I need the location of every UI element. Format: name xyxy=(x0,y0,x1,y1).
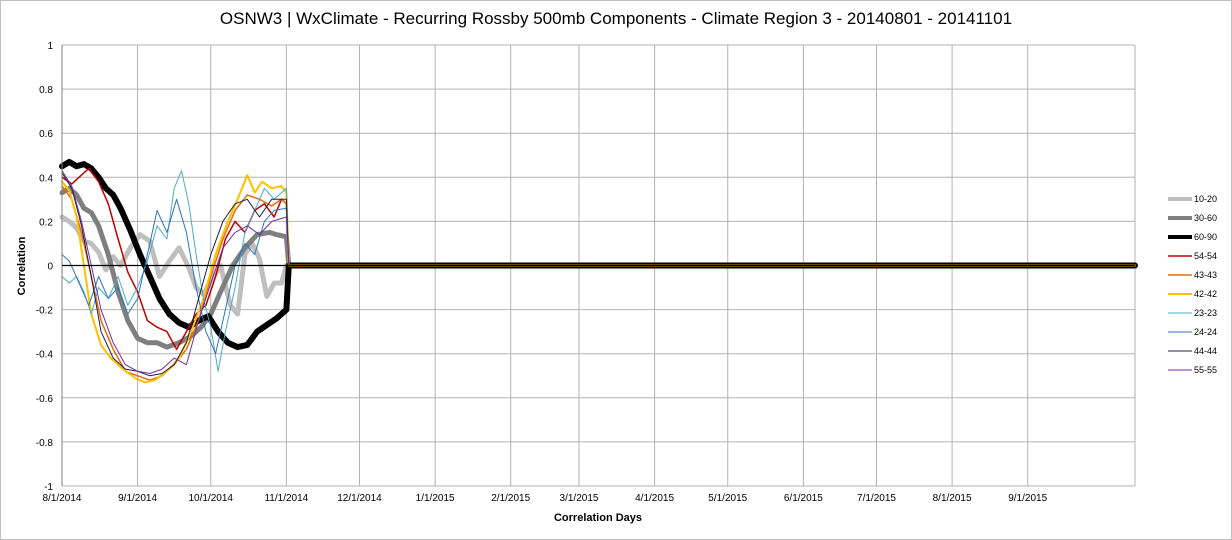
legend-label: 23-23 xyxy=(1194,308,1217,318)
axes: -1 -0.8 -0.6 -0.4 -0.2 0 0.2 0.4 0.6 0.8 1 8/1/2014… xyxy=(36,41,1135,504)
y-tick-label: 0.6 xyxy=(39,129,53,140)
legend-label: 42-42 xyxy=(1194,289,1217,299)
series-line-54-54 xyxy=(61,167,1136,351)
legend-label: 44-44 xyxy=(1194,346,1217,356)
legend-label: 24-24 xyxy=(1194,327,1217,337)
y-tick-label: -0.8 xyxy=(36,438,54,449)
chart-title: OSNW3 | WxClimate - Recurring Rossby 500… xyxy=(219,9,1013,28)
x-tick-label: 4/1/2015 xyxy=(635,493,674,504)
series-line-43-43 xyxy=(61,185,1136,381)
legend-label: 55-55 xyxy=(1194,365,1217,375)
y-tick-label: -0.2 xyxy=(36,306,54,317)
y-axis-label: Correlation xyxy=(16,236,28,295)
y-tick-label: -0.6 xyxy=(36,394,54,405)
series-lines xyxy=(59,158,1138,384)
x-tick-label: 12/1/2014 xyxy=(337,493,382,504)
series-line-30-60 xyxy=(59,185,1138,350)
x-tick-label: 6/1/2015 xyxy=(784,493,823,504)
legend-label: 43-43 xyxy=(1194,270,1217,280)
y-tick-label: 0.2 xyxy=(39,217,53,228)
series-line-23-23 xyxy=(61,170,1136,372)
x-axis-label: Correlation Days xyxy=(554,512,642,524)
legend-label: 10-20 xyxy=(1194,194,1217,204)
x-tick-label: 10/1/2014 xyxy=(189,493,234,504)
x-tick-label: 1/1/2015 xyxy=(416,493,455,504)
x-tick-label: 8/1/2014 xyxy=(43,493,82,504)
y-tick-label: 0.8 xyxy=(39,85,53,96)
x-tick-label: 3/1/2015 xyxy=(560,493,599,504)
x-tick-label: 9/1/2015 xyxy=(1008,493,1047,504)
series-line-55-55 xyxy=(61,170,1136,374)
x-tick-label: 5/1/2015 xyxy=(708,493,747,504)
y-tick-label: -1 xyxy=(44,482,53,493)
x-tick-label: 2/1/2015 xyxy=(491,493,530,504)
legend-label: 54-54 xyxy=(1194,251,1217,261)
y-tick-label: -0.4 xyxy=(36,350,54,361)
y-tick-label: 1 xyxy=(47,41,53,52)
legend-label: 60-90 xyxy=(1194,232,1217,242)
x-tick-label: 11/1/2014 xyxy=(264,493,308,504)
x-tick-label: 9/1/2014 xyxy=(118,493,157,504)
legend: 10-20 30-60 60-90 54-54 43-43 42-42 23-23 24-24… xyxy=(1168,194,1217,375)
x-tick-label: 8/1/2015 xyxy=(933,493,972,504)
y-tick-label: 0 xyxy=(47,262,53,273)
series-line-24-24 xyxy=(61,198,1136,355)
x-tick-label: 7/1/2015 xyxy=(857,493,896,504)
y-tick-label: 0.4 xyxy=(39,173,53,184)
series-line-44-44 xyxy=(61,172,1136,377)
series-line-60-90 xyxy=(59,158,1138,351)
legend-label: 30-60 xyxy=(1194,213,1217,223)
